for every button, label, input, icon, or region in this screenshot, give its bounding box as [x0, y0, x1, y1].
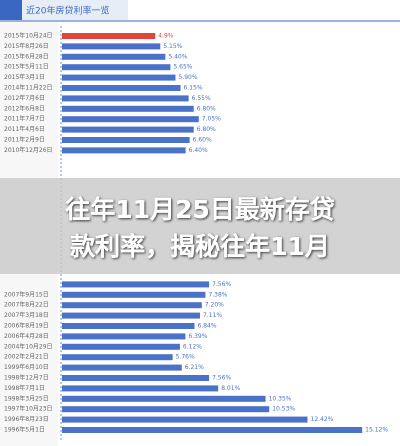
value-label: 6.12% [183, 343, 202, 350]
bar [62, 416, 308, 423]
date-label: 2010年12月26日 [4, 146, 53, 154]
date-label: 2015年6月28日 [4, 52, 49, 60]
overlay-band [0, 178, 400, 274]
bar [62, 53, 166, 60]
value-label: 6.80% [197, 126, 216, 133]
value-label: 6.80% [197, 105, 216, 112]
value-label: 6.15% [184, 85, 203, 92]
date-label: 1998年7月1日 [4, 384, 45, 392]
date-label: 2011年2月9日 [4, 136, 45, 144]
value-label: 15.12% [365, 427, 388, 434]
bar [62, 385, 219, 392]
value-label: 6.84% [198, 323, 217, 330]
value-label: 6.55% [192, 95, 211, 102]
value-label: 5.15% [163, 43, 182, 50]
bar [62, 354, 173, 361]
value-label: 8.01% [221, 385, 240, 392]
date-label: 2007年9月15日 [4, 290, 49, 298]
bar [62, 427, 363, 433]
date-label: 2012年7月6日 [4, 94, 45, 102]
value-label: 7.11% [203, 312, 222, 319]
date-label: 2007年3月18日 [4, 311, 49, 319]
value-label: 6.39% [188, 333, 207, 340]
date-label: 1998年12月7日 [4, 374, 49, 382]
header-tab [0, 0, 128, 20]
value-label: 12.42% [311, 416, 334, 423]
bar [62, 64, 171, 71]
bar [62, 333, 186, 340]
date-label: 1998年3月25日 [4, 394, 49, 402]
bar [62, 43, 161, 50]
value-label: 6.21% [185, 364, 204, 371]
value-label: 10.35% [269, 395, 292, 402]
header-title: 近20年房贷利率一览 [26, 5, 109, 17]
bar [62, 291, 206, 298]
date-label: 1997年10月23日 [4, 405, 53, 413]
bar [62, 85, 181, 91]
date-label: 2004年10月29日 [4, 342, 53, 350]
bar [62, 343, 180, 350]
date-label: 2015年3月1日 [4, 73, 45, 81]
date-label: 1996年5月1日 [4, 426, 45, 434]
bar [62, 364, 182, 371]
date-label: 1996年8月23日 [4, 415, 49, 423]
overlay-title-line: 往年11月25日最新存贷 [65, 195, 335, 224]
bar [62, 147, 186, 154]
bar [62, 323, 195, 329]
bar [62, 395, 266, 402]
bar [62, 375, 210, 381]
date-label: 2014年11月22日 [4, 84, 53, 92]
value-label: 6.60% [193, 137, 212, 144]
bar [62, 33, 156, 39]
header-icon [0, 0, 22, 20]
bars: 2015年10月24日 4.9% 2015年8月26日 5.15% 2015年6月28日… [4, 32, 388, 434]
date-label: 2002年2月21日 [4, 353, 49, 361]
date-label: 2015年8月26日 [4, 42, 49, 50]
value-label: 5.40% [168, 53, 187, 60]
date-label: 2011年4月6日 [4, 125, 45, 133]
date-label: 2011年7月7日 [4, 115, 45, 123]
bar [62, 126, 194, 133]
value-label: 4.9% [158, 33, 174, 40]
bar [62, 406, 270, 413]
value-label: 5.76% [176, 354, 195, 361]
value-label: 7.56% [212, 281, 231, 288]
bar [62, 116, 199, 123]
value-label: 7.05% [202, 116, 221, 123]
date-label: 2015年5月11日 [4, 63, 49, 71]
bar [62, 281, 210, 288]
bar [62, 74, 176, 81]
value-label: 7.38% [208, 291, 227, 298]
bar [62, 137, 190, 143]
value-label: 6.40% [189, 147, 208, 154]
value-label: 5.65% [173, 64, 192, 71]
date-label: 2012年6月8日 [4, 104, 45, 112]
bar [62, 312, 200, 319]
date-label: 2006年8月19日 [4, 322, 49, 330]
value-label: 10.53% [272, 406, 295, 413]
date-label: 1999年6月10日 [4, 363, 49, 371]
overlay-title-line: 款利率，揭秘往年11月 [70, 232, 330, 261]
bar [62, 302, 202, 309]
bar [62, 95, 189, 102]
date-label: 2007年8月22日 [4, 301, 49, 309]
value-label: 7.20% [205, 302, 224, 309]
date-label: 2006年4月28日 [4, 332, 49, 340]
bar [62, 105, 194, 112]
value-label: 7.56% [212, 375, 231, 382]
date-label: 2015年10月24日 [4, 32, 53, 40]
value-label: 5.90% [178, 74, 197, 81]
